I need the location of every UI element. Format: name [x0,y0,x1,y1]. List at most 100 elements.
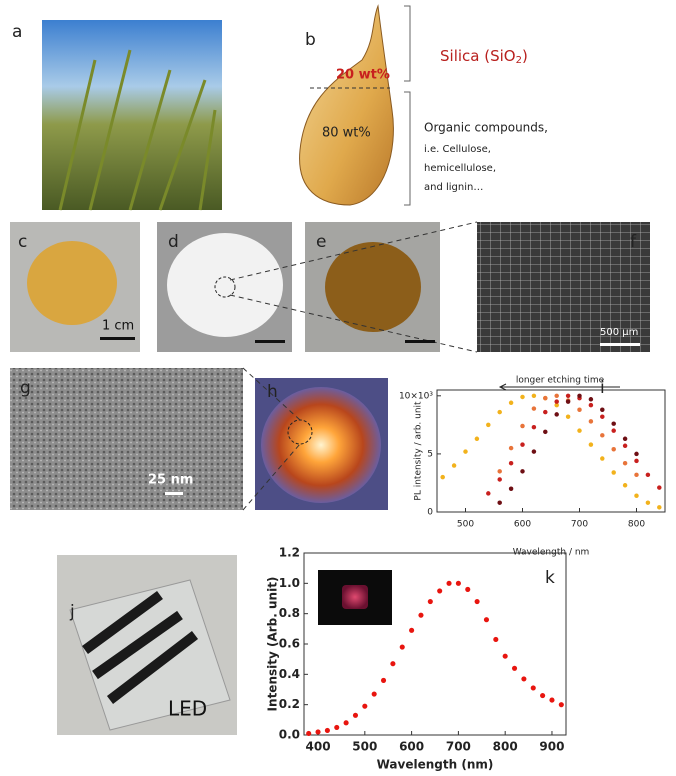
annotation-arrow [498,383,620,391]
y-tick-label: 0.0 [279,728,300,742]
panel-label: e [316,232,326,252]
data-point [399,644,405,650]
data-point [634,493,639,498]
data-point [622,436,628,442]
data-point [543,429,548,435]
panel-label: k [545,568,555,588]
data-point [588,402,594,408]
substrate [69,579,231,731]
data-point [540,693,546,699]
led-label: LED [168,697,207,721]
y-tick-label: 0.4 [279,667,300,681]
data-point [600,456,605,461]
organic-line: hemicellulose, [424,163,496,174]
data-point [451,463,457,468]
panel-label: c [18,232,27,252]
data-point [455,580,461,586]
data-point [554,402,559,408]
panel-label: h [267,382,278,402]
scale-label: 25 nm [148,473,193,488]
data-point [352,712,359,718]
data-point [315,729,321,735]
panel-label: a [12,22,22,42]
x-tick-label: 500 [352,740,377,754]
data-point [577,407,582,412]
x-tick-label: 700 [571,520,588,530]
data-point [508,445,514,451]
data-point [362,703,368,709]
silicon-powder [325,242,421,332]
scale-bar [405,340,435,343]
panel-label: i [600,378,605,398]
sem-photo [477,222,650,352]
silica-text: Silica (SiO [440,47,516,65]
scale-label: 500 μm [600,327,638,338]
data-point [521,676,527,682]
data-point [440,474,445,480]
data-point [558,702,564,708]
data-point [634,451,639,457]
x-tick-label: 400 [306,740,331,754]
y-axis-label: Intensity (Arb. unit) [266,577,280,712]
plot-frame [436,389,666,513]
panel-label: j [69,602,75,622]
y-tick-label: 0 [427,508,433,518]
led-emission [342,585,368,609]
rice-stalks [58,49,217,211]
tem-photo [10,368,243,510]
organic-line: i.e. Cellulose, [424,144,491,155]
data-point [611,421,616,426]
data-point [611,470,616,475]
scale-label: 1 cm [102,319,134,334]
data-point [508,486,514,492]
data-point [549,697,555,703]
glow [261,387,381,503]
x-tick-label: 600 [514,520,531,530]
scale-bar [255,340,285,343]
silica-fraction: 20 wt% [336,68,390,83]
data-point [588,419,594,424]
data-point [554,399,559,404]
data-point [483,617,490,623]
data-point [520,469,525,474]
y-tick-label: 0.2 [279,697,300,711]
data-point [520,423,525,429]
data-point [390,661,396,667]
data-point [600,407,605,412]
data-point [520,442,525,447]
data-point [343,720,349,726]
silica-label: Silica (SiO2) [440,47,528,67]
data-point [437,588,443,594]
data-point [657,485,662,490]
data-point [474,436,480,442]
x-tick-label: 500 [457,520,474,530]
data-point [474,598,480,605]
zoom-circle [214,276,236,298]
data-point [554,393,559,399]
data-point [577,393,582,399]
data-point [371,691,377,697]
data-point [543,395,548,401]
data-point [554,412,559,417]
y-tick-label: 1.0 [279,576,300,590]
silica-close: ) [522,47,528,65]
data-point [565,399,571,404]
y-tick-label: 0.8 [279,606,300,620]
data-point [446,580,452,586]
data-point [465,586,471,592]
panel-label: d [168,232,179,252]
data-point [634,472,639,478]
data-point [409,627,415,633]
husk-shape [299,4,394,206]
silica-powder [167,233,283,337]
data-point [645,500,651,505]
data-point [622,483,628,488]
organic-line: Organic compounds, [424,121,548,135]
data-point [577,428,582,433]
y-tick-label: 1.2 [279,546,300,560]
data-point [634,458,639,464]
data-point [530,685,536,691]
data-point [531,449,537,454]
